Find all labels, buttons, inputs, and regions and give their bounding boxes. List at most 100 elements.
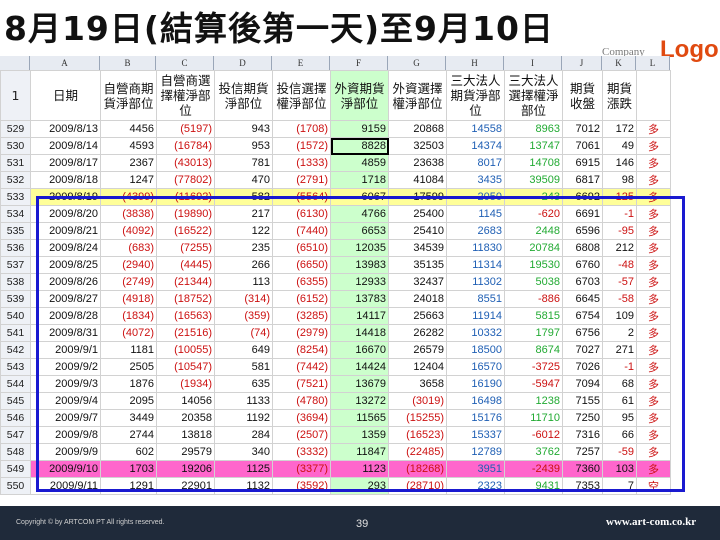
- date-cell[interactable]: 2009/9/2: [30, 358, 101, 376]
- value-cell[interactable]: 2505: [100, 358, 157, 376]
- value-cell[interactable]: 2683: [446, 222, 505, 240]
- value-cell[interactable]: 1145: [446, 205, 505, 223]
- value-cell[interactable]: 1718: [330, 171, 389, 189]
- value-cell[interactable]: (16522): [156, 222, 215, 240]
- date-cell[interactable]: 2009/8/26: [30, 273, 101, 291]
- value-cell[interactable]: 49: [602, 137, 637, 155]
- value-cell[interactable]: 11302: [446, 273, 505, 291]
- value-cell[interactable]: (6130): [272, 205, 331, 223]
- value-cell[interactable]: 7094: [562, 375, 603, 393]
- value-cell[interactable]: -2439: [504, 460, 563, 478]
- value-cell[interactable]: 7155: [562, 392, 603, 410]
- value-cell[interactable]: 6756: [562, 324, 603, 342]
- value-cell[interactable]: (3285): [272, 307, 331, 325]
- value-cell[interactable]: (16563): [156, 307, 215, 325]
- value-cell[interactable]: 68: [602, 375, 637, 393]
- value-cell[interactable]: 1797: [504, 324, 563, 342]
- date-cell[interactable]: 2009/8/21: [30, 222, 101, 240]
- value-cell[interactable]: 14708: [504, 154, 563, 172]
- value-cell[interactable]: 11847: [330, 443, 389, 461]
- value-cell[interactable]: 17599: [388, 188, 447, 206]
- status-cell[interactable]: 多: [636, 307, 671, 325]
- value-cell[interactable]: (6355): [272, 273, 331, 291]
- value-cell[interactable]: 4766: [330, 205, 389, 223]
- date-cell[interactable]: 2009/8/19: [30, 188, 101, 206]
- value-cell[interactable]: 243: [504, 188, 563, 206]
- value-cell[interactable]: 32503: [388, 137, 447, 155]
- value-cell[interactable]: 1133: [214, 392, 273, 410]
- value-cell[interactable]: 6653: [330, 222, 389, 240]
- value-cell[interactable]: 271: [602, 341, 637, 359]
- status-cell[interactable]: 多: [636, 120, 671, 138]
- value-cell[interactable]: (4918): [100, 290, 157, 308]
- value-cell[interactable]: (11692): [156, 188, 215, 206]
- value-cell[interactable]: 24018: [388, 290, 447, 308]
- value-cell[interactable]: 1181: [100, 341, 157, 359]
- status-cell[interactable]: 多: [636, 239, 671, 257]
- status-cell[interactable]: 多: [636, 358, 671, 376]
- value-cell[interactable]: 10332: [446, 324, 505, 342]
- value-cell[interactable]: -58: [602, 290, 637, 308]
- date-cell[interactable]: 2009/9/10: [30, 460, 101, 478]
- value-cell[interactable]: 3449: [100, 409, 157, 427]
- value-cell[interactable]: 146: [602, 154, 637, 172]
- value-cell[interactable]: 16670: [330, 341, 389, 359]
- value-cell[interactable]: (21344): [156, 273, 215, 291]
- value-cell[interactable]: 12035: [330, 239, 389, 257]
- value-cell[interactable]: (4445): [156, 256, 215, 274]
- column-letter[interactable]: I: [504, 56, 562, 70]
- value-cell[interactable]: 2744: [100, 426, 157, 444]
- value-cell[interactable]: 1238: [504, 392, 563, 410]
- value-cell[interactable]: (28710): [388, 477, 447, 495]
- value-cell[interactable]: 14056: [156, 392, 215, 410]
- column-letter[interactable]: A: [30, 56, 100, 70]
- value-cell[interactable]: 39509: [504, 171, 563, 189]
- value-cell[interactable]: -48: [602, 256, 637, 274]
- value-cell[interactable]: (3694): [272, 409, 331, 427]
- value-cell[interactable]: (7440): [272, 222, 331, 240]
- value-cell[interactable]: 25410: [388, 222, 447, 240]
- date-cell[interactable]: 2009/9/4: [30, 392, 101, 410]
- value-cell[interactable]: -59: [602, 443, 637, 461]
- status-cell[interactable]: 多: [636, 290, 671, 308]
- status-cell[interactable]: 多: [636, 273, 671, 291]
- value-cell[interactable]: (1834): [100, 307, 157, 325]
- value-cell[interactable]: (16784): [156, 137, 215, 155]
- value-cell[interactable]: 6817: [562, 171, 603, 189]
- value-cell[interactable]: 943: [214, 120, 273, 138]
- date-cell[interactable]: 2009/9/3: [30, 375, 101, 393]
- date-cell[interactable]: 2009/8/25: [30, 256, 101, 274]
- value-cell[interactable]: 781: [214, 154, 273, 172]
- value-cell[interactable]: 18500: [446, 341, 505, 359]
- value-cell[interactable]: (2791): [272, 171, 331, 189]
- value-cell[interactable]: 2050: [446, 188, 505, 206]
- value-cell[interactable]: 12933: [330, 273, 389, 291]
- value-cell[interactable]: 23638: [388, 154, 447, 172]
- value-cell[interactable]: (4399): [100, 188, 157, 206]
- value-cell[interactable]: 470: [214, 171, 273, 189]
- status-cell[interactable]: 多: [636, 409, 671, 427]
- value-cell[interactable]: 41084: [388, 171, 447, 189]
- value-cell[interactable]: 6067: [330, 188, 389, 206]
- column-letter[interactable]: F: [330, 56, 388, 70]
- date-cell[interactable]: 2009/8/17: [30, 154, 101, 172]
- status-cell[interactable]: 多: [636, 154, 671, 172]
- value-cell[interactable]: 7360: [562, 460, 603, 478]
- status-cell[interactable]: 多: [636, 324, 671, 342]
- value-cell[interactable]: 7061: [562, 137, 603, 155]
- value-cell[interactable]: 582: [214, 188, 273, 206]
- status-cell[interactable]: 多: [636, 392, 671, 410]
- value-cell[interactable]: 11914: [446, 307, 505, 325]
- date-cell[interactable]: 2009/8/18: [30, 171, 101, 189]
- value-cell[interactable]: (3838): [100, 205, 157, 223]
- value-cell[interactable]: -125: [602, 188, 637, 206]
- value-cell[interactable]: 8017: [446, 154, 505, 172]
- date-cell[interactable]: 2009/8/31: [30, 324, 101, 342]
- value-cell[interactable]: 217: [214, 205, 273, 223]
- value-cell[interactable]: 6808: [562, 239, 603, 257]
- value-cell[interactable]: (77802): [156, 171, 215, 189]
- value-cell[interactable]: 2448: [504, 222, 563, 240]
- value-cell[interactable]: 602: [100, 443, 157, 461]
- value-cell[interactable]: (1934): [156, 375, 215, 393]
- value-cell[interactable]: 649: [214, 341, 273, 359]
